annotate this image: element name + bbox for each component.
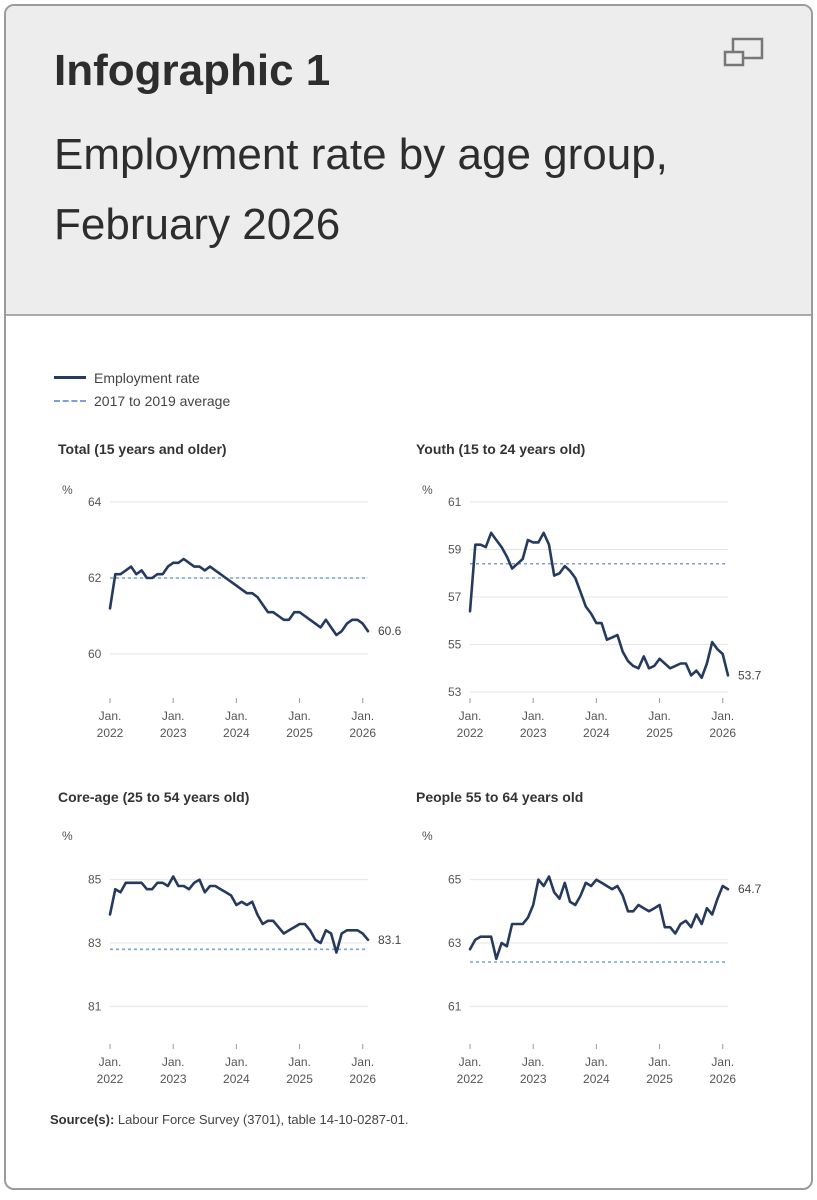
panel-title-older-workers: People 55 to 64 years old: [416, 789, 584, 805]
employment-rate-line: [468, 531, 730, 679]
y-axis-unit-label: %: [422, 483, 433, 497]
y-tick-label: 63: [448, 936, 462, 950]
legend-item-employment-rate: Employment rate: [54, 366, 230, 389]
x-tick-label: Jan. 2024: [583, 709, 610, 740]
x-tick-label: Jan. 2024: [583, 1055, 610, 1086]
x-tick-label: Jan. 2024: [223, 709, 250, 740]
panel-title-youth: Youth (15 to 24 years old): [416, 441, 586, 457]
chart-youth: % 53 55 57 59 61 Jan. 2022 Jan. 2023 Jan. 2024 Jan. 2…: [410, 480, 770, 750]
y-tick-label: 85: [88, 873, 102, 887]
y-axis-unit-label: %: [62, 483, 73, 497]
infographic-title: Employment rate by age group, February 2…: [54, 130, 668, 249]
y-tick-label: 64: [88, 495, 102, 509]
x-tick-label: Jan. 2022: [457, 709, 484, 740]
y-tick-label: 57: [448, 590, 462, 604]
x-tick-label: Jan. 2025: [286, 709, 313, 740]
x-tick-label: Jan. 2023: [160, 709, 187, 740]
y-tick-label: 62: [88, 571, 102, 585]
y-axis-unit-label: %: [422, 829, 433, 843]
y-tick-label: 53: [448, 685, 462, 699]
x-tick-label: Jan. 2026: [709, 1055, 736, 1086]
source-note: Source(s): Labour Force Survey (3701), t…: [50, 1112, 408, 1127]
chart-svg: % 81 83 85 Jan. 2022 Jan. 2023 Jan. 2024 Jan. 2025 J…: [62, 829, 402, 1086]
y-tick-label: 61: [448, 495, 462, 509]
chart-older-workers: % 61 63 65 Jan. 2022 Jan. 2023 Jan. 2024 Jan. 2025 J…: [410, 826, 770, 1096]
source-text: Labour Force Survey (3701), table 14-10-…: [117, 1112, 409, 1127]
source-label: Source(s):: [50, 1112, 115, 1127]
chart-svg: % 53 55 57 59 61 Jan. 2022 Jan. 2023 Jan. 2024 Jan. 2…: [422, 483, 762, 740]
y-tick-label: 55: [448, 638, 462, 652]
employment-rate-line: [468, 875, 730, 961]
end-value-label: 64.7: [738, 882, 762, 896]
panel-title-core-age: Core-age (25 to 54 years old): [58, 789, 250, 805]
end-value-label: 83.1: [378, 933, 402, 947]
y-tick-label: 83: [88, 936, 102, 950]
legend-item-average: 2017 to 2019 average: [54, 389, 230, 412]
x-tick-label: Jan. 2023: [520, 709, 547, 740]
y-tick-label: 81: [88, 999, 102, 1013]
y-axis-unit-label: %: [62, 829, 73, 843]
x-tick-label: Jan. 2022: [97, 709, 124, 740]
x-tick-label: Jan. 2025: [286, 1055, 313, 1086]
x-tick-label: Jan. 2025: [646, 709, 673, 740]
y-tick-label: 61: [448, 999, 462, 1013]
infographic-header: Infographic 1 Employment rate by age gro…: [6, 6, 811, 316]
chart-core-age: % 81 83 85 Jan. 2022 Jan. 2023 Jan. 2024 Jan. 2025 J…: [50, 826, 410, 1096]
legend-label: 2017 to 2019 average: [94, 392, 231, 409]
x-tick-label: Jan. 2022: [457, 1055, 484, 1086]
end-value-label: 53.7: [738, 668, 762, 682]
x-tick-label: Jan. 2022: [97, 1055, 124, 1086]
chart-svg: % 60 62 64 Jan. 2022 Jan. 2023 Jan. 2024 Jan. 2025 J…: [62, 483, 402, 740]
end-value-label: 60.6: [378, 624, 402, 638]
x-tick-label: Jan. 2026: [709, 709, 736, 740]
chart-total: % 60 62 64 Jan. 2022 Jan. 2023 Jan. 2024 Jan. 2025 J…: [50, 480, 410, 750]
x-tick-label: Jan. 2023: [160, 1055, 187, 1086]
x-tick-label: Jan. 2025: [646, 1055, 673, 1086]
panel-title-total: Total (15 years and older): [58, 441, 227, 457]
x-tick-label: Jan. 2024: [223, 1055, 250, 1086]
legend-solid-line-swatch: [54, 376, 86, 379]
chart-legend: Employment rate 2017 to 2019 average: [54, 366, 230, 412]
x-tick-label: Jan. 2026: [349, 709, 376, 740]
y-tick-label: 59: [448, 543, 462, 557]
chart-svg: % 61 63 65 Jan. 2022 Jan. 2023 Jan. 2024 Jan. 2025 J…: [422, 829, 762, 1086]
y-tick-label: 65: [448, 873, 462, 887]
legend-label: Employment rate: [94, 369, 200, 386]
legend-dotted-line-swatch: [54, 399, 86, 402]
employment-rate-line: [108, 875, 370, 954]
x-tick-label: Jan. 2026: [349, 1055, 376, 1086]
infographic-kicker: Infographic 1: [54, 46, 331, 95]
expand-window-icon[interactable]: [721, 36, 765, 70]
y-tick-label: 60: [88, 647, 102, 661]
employment-rate-line: [108, 557, 370, 637]
x-tick-label: Jan. 2023: [520, 1055, 547, 1086]
